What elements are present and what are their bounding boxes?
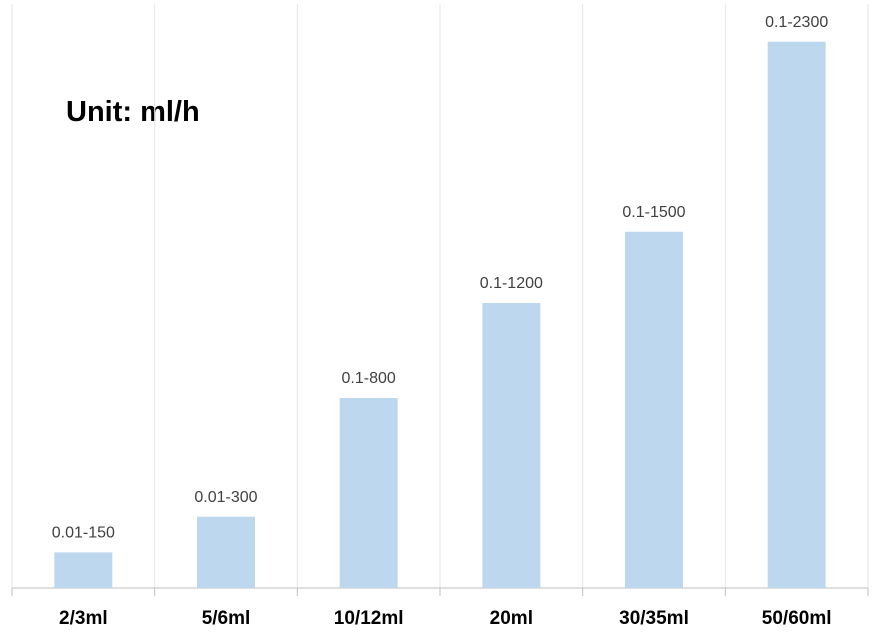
x-tick-label: 20ml	[490, 608, 533, 629]
bar	[767, 41, 826, 588]
bar	[339, 398, 398, 588]
x-tick-label: 5/6ml	[202, 608, 251, 629]
x-tick-label: 10/12ml	[334, 608, 404, 629]
data-label: 0.1-1200	[480, 275, 543, 292]
unit-annotation: Unit: ml/h	[66, 96, 200, 128]
x-tick-label: 2/3ml	[59, 608, 108, 629]
bar	[482, 303, 541, 588]
data-label: 0.1-2300	[765, 14, 828, 31]
bar	[54, 552, 113, 588]
data-label: 0.01-300	[194, 489, 257, 506]
data-label: 0.01-150	[52, 524, 115, 541]
x-tick-label: 50/60ml	[762, 608, 832, 629]
data-label: 0.1-800	[342, 370, 396, 387]
x-tick-label: 30/35ml	[619, 608, 689, 629]
bar	[625, 231, 683, 588]
data-label: 0.1-1500	[622, 204, 685, 221]
bar	[197, 516, 255, 588]
